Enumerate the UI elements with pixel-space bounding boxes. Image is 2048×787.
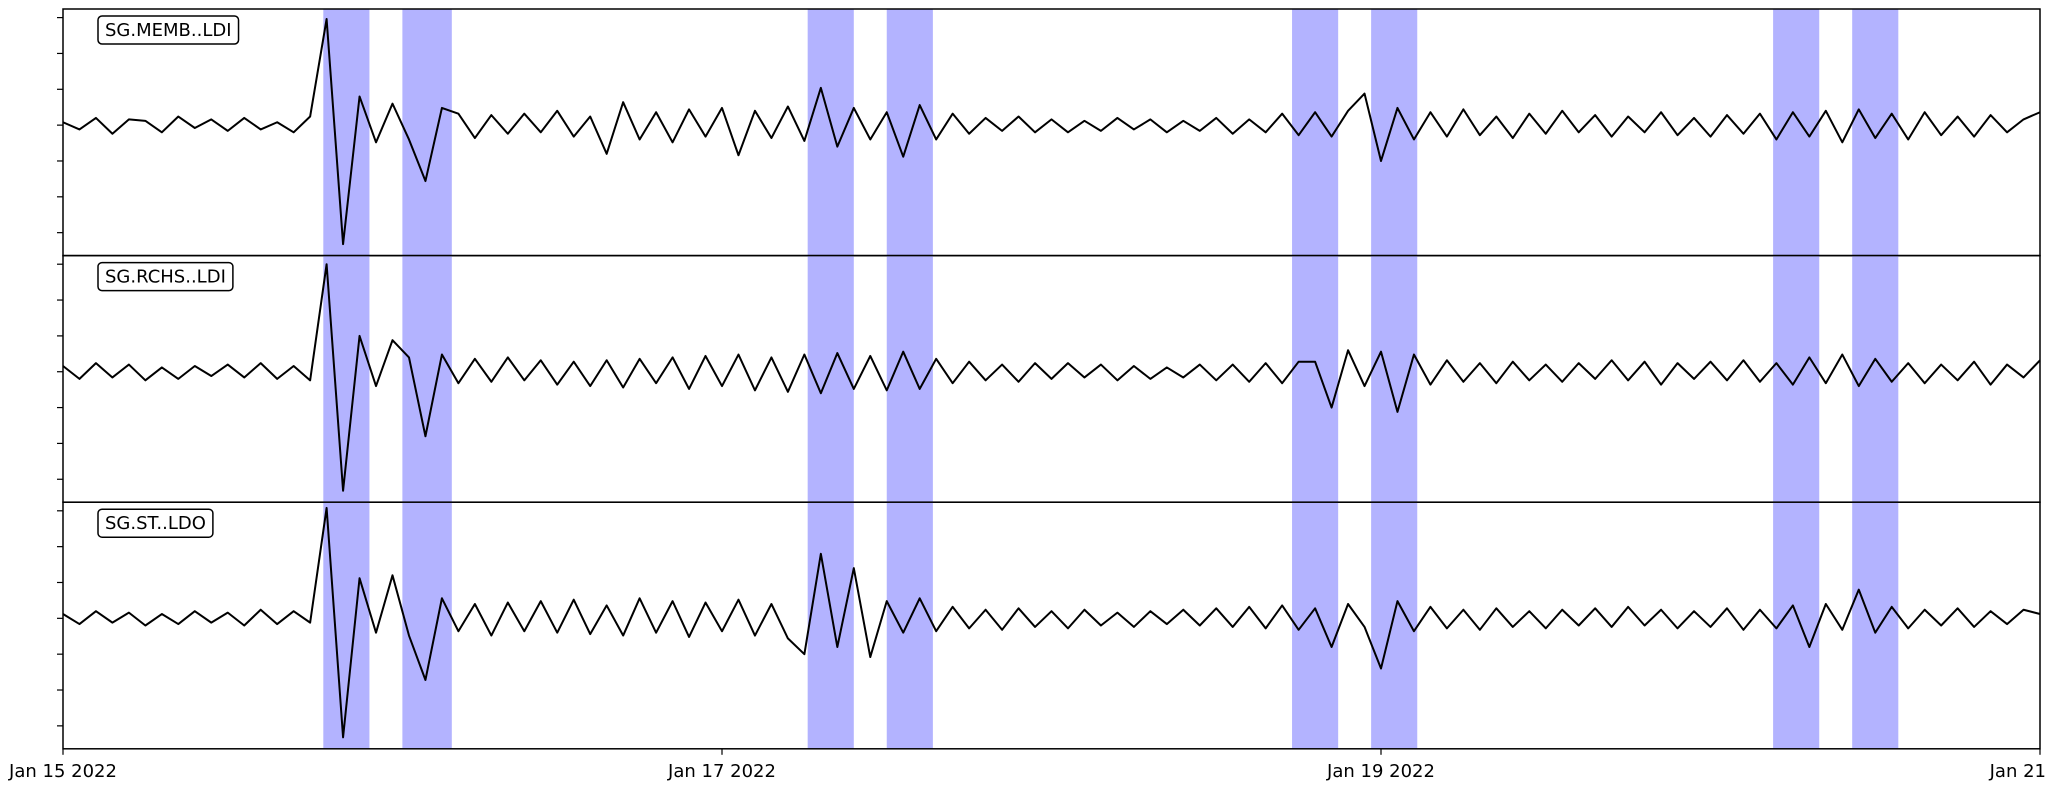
highlight-span: [1292, 502, 1339, 749]
station-label: SG.RCHS..LDI: [105, 267, 226, 288]
highlight-span: [402, 255, 452, 503]
station-label: SG.ST..LDO: [105, 513, 206, 534]
highlight-span: [807, 9, 854, 256]
waveform: [62, 263, 2041, 492]
annotation-box: [97, 15, 240, 45]
highlight-span: [1773, 502, 1820, 749]
x-tick-label: Jan 19 2022: [1326, 761, 1435, 782]
highlight-span: [807, 502, 854, 749]
waveform: [62, 506, 2041, 739]
waveform: [62, 18, 2041, 246]
highlight-span: [1371, 255, 1418, 503]
highlight-span: [1852, 9, 1899, 256]
highlight-span: [402, 502, 452, 749]
x-tick-label: Jan 21: [1989, 761, 2046, 782]
highlight-span: [1852, 502, 1899, 749]
highlight-span: [1371, 502, 1418, 749]
x-tick-label: Jan 17 2022: [667, 761, 776, 782]
highlight-span: [1292, 9, 1339, 256]
highlight-span: [886, 502, 933, 749]
annotation-box: [97, 508, 214, 538]
panel-frame: [62, 501, 2041, 750]
highlight-span: [1852, 255, 1899, 503]
station-label: SG.MEMB..LDI: [105, 20, 232, 41]
annotation-box: [97, 261, 234, 292]
x-tick-label: Jan 15 2022: [8, 761, 117, 782]
highlight-span: [402, 9, 452, 256]
highlight-span: [1292, 255, 1339, 503]
